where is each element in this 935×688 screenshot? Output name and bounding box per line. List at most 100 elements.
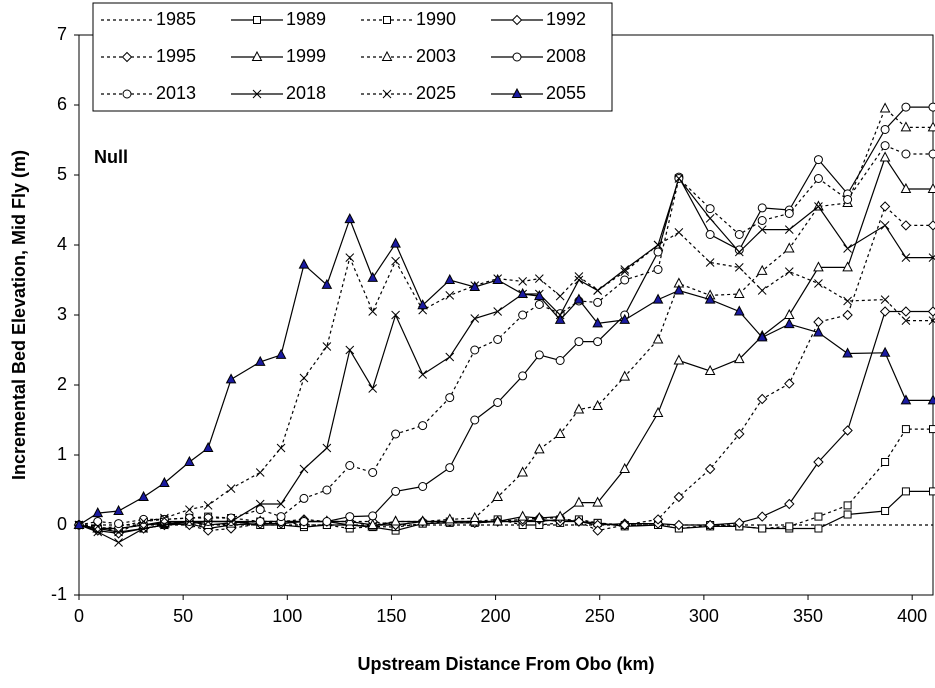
marker xyxy=(813,174,823,183)
marker xyxy=(299,464,309,474)
marker xyxy=(322,517,332,526)
marker xyxy=(901,253,911,262)
x-tick-label: 250 xyxy=(585,606,615,626)
marker xyxy=(275,348,287,359)
marker xyxy=(391,429,401,439)
marker xyxy=(704,364,716,375)
marker xyxy=(418,421,428,431)
marker xyxy=(203,501,213,510)
marker xyxy=(879,306,891,317)
marker xyxy=(554,313,566,324)
marker xyxy=(299,373,309,383)
marker xyxy=(511,14,523,26)
marker xyxy=(879,201,891,212)
marker xyxy=(417,515,429,526)
marker xyxy=(276,499,286,509)
marker xyxy=(470,345,480,355)
marker xyxy=(574,272,584,281)
marker xyxy=(251,50,263,61)
marker xyxy=(445,291,455,300)
marker xyxy=(368,307,378,316)
marker xyxy=(619,519,630,531)
marker xyxy=(518,310,528,320)
marker xyxy=(253,16,261,24)
marker xyxy=(705,258,715,267)
marker xyxy=(534,300,544,309)
marker xyxy=(619,313,631,324)
y-tick-label: 3 xyxy=(57,304,67,324)
marker xyxy=(573,403,585,414)
marker xyxy=(533,511,545,522)
marker xyxy=(814,202,823,211)
legend-label: 2025 xyxy=(416,83,456,103)
marker xyxy=(493,335,503,344)
marker xyxy=(344,213,356,224)
marker xyxy=(139,514,149,524)
marker xyxy=(92,507,104,518)
series-line xyxy=(78,310,933,535)
marker xyxy=(928,316,935,325)
marker xyxy=(756,331,768,342)
marker xyxy=(927,121,935,132)
marker xyxy=(673,491,685,503)
marker xyxy=(554,427,566,438)
marker xyxy=(345,512,355,522)
series-line xyxy=(78,144,933,526)
marker xyxy=(444,513,456,524)
y-tick-label: 5 xyxy=(57,164,67,184)
marker xyxy=(113,504,124,515)
marker xyxy=(534,350,544,360)
marker xyxy=(881,458,890,466)
marker xyxy=(901,316,911,325)
marker xyxy=(93,517,103,526)
marker xyxy=(733,353,745,364)
marker xyxy=(879,346,891,357)
marker xyxy=(784,267,794,276)
marker xyxy=(783,318,795,329)
marker xyxy=(705,230,715,239)
marker xyxy=(928,149,935,159)
marker xyxy=(619,370,631,381)
marker xyxy=(620,265,630,274)
marker xyxy=(879,102,891,113)
marker xyxy=(784,209,794,218)
marker xyxy=(674,228,684,237)
marker xyxy=(592,399,603,410)
marker xyxy=(255,505,265,515)
marker xyxy=(901,425,910,434)
marker xyxy=(900,220,912,231)
marker xyxy=(382,89,392,99)
marker xyxy=(880,221,890,230)
marker xyxy=(391,486,401,496)
marker xyxy=(518,371,528,381)
legend-label: 2003 xyxy=(416,46,456,66)
marker xyxy=(368,468,378,477)
marker xyxy=(492,515,503,526)
marker xyxy=(184,455,195,466)
marker xyxy=(734,263,744,272)
marker xyxy=(734,247,744,257)
legend-label: 2008 xyxy=(546,46,586,66)
marker xyxy=(367,518,379,529)
marker xyxy=(493,307,503,316)
marker xyxy=(390,515,401,526)
marker xyxy=(121,51,133,63)
x-tick-label: 150 xyxy=(376,606,406,626)
marker xyxy=(534,274,544,283)
marker xyxy=(226,484,236,493)
marker xyxy=(390,237,401,248)
marker xyxy=(418,370,428,379)
marker xyxy=(842,309,853,321)
marker xyxy=(843,296,852,306)
marker xyxy=(929,487,935,496)
marker xyxy=(139,517,148,526)
marker xyxy=(734,428,745,440)
marker xyxy=(593,297,603,307)
marker xyxy=(813,261,824,272)
marker xyxy=(444,273,456,284)
marker xyxy=(469,280,481,291)
marker xyxy=(620,275,630,285)
x-tick-label: 400 xyxy=(897,606,927,626)
marker xyxy=(673,284,685,295)
